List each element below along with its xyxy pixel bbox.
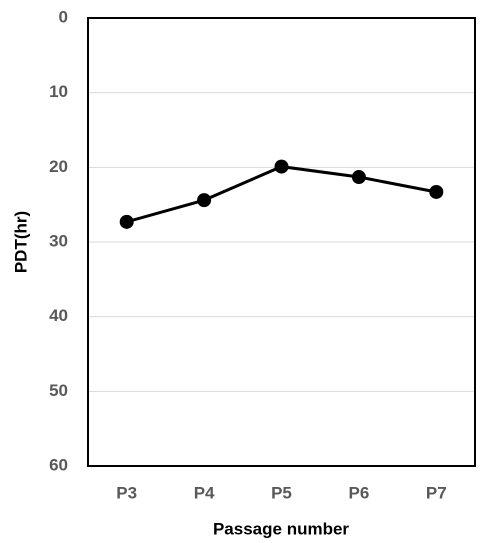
data-point (429, 184, 444, 199)
x-tick-label: P7 (426, 483, 447, 502)
plot-frame (87, 17, 476, 467)
y-tick-label: 0 (59, 7, 68, 26)
x-tick-label: P3 (116, 483, 137, 502)
data-point (274, 159, 289, 174)
data-line (126, 165, 437, 224)
y-tick-label: 40 (49, 306, 68, 325)
x-tick-label: P6 (349, 483, 370, 502)
y-tick-label: 10 (49, 82, 68, 101)
y-tick-label: 50 (49, 381, 68, 400)
data-point (351, 170, 366, 185)
data-point (119, 214, 134, 229)
x-tick-label: P4 (194, 483, 215, 502)
x-tick-label: P5 (271, 483, 292, 502)
x-axis-title: Passage number (213, 519, 349, 538)
y-tick-label: 30 (49, 231, 68, 250)
data-point (197, 193, 212, 208)
y-axis-title: PDT(hr) (11, 211, 30, 273)
y-tick-label: 60 (49, 455, 68, 474)
y-tick-label: 20 (49, 157, 68, 176)
